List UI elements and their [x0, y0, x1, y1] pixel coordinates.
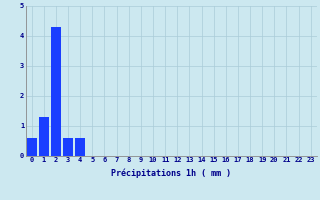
Bar: [63, 138, 73, 156]
Bar: [27, 138, 37, 156]
Bar: [39, 117, 49, 156]
X-axis label: Précipitations 1h ( mm ): Précipitations 1h ( mm ): [111, 169, 231, 178]
Bar: [51, 27, 61, 156]
Bar: [75, 138, 85, 156]
